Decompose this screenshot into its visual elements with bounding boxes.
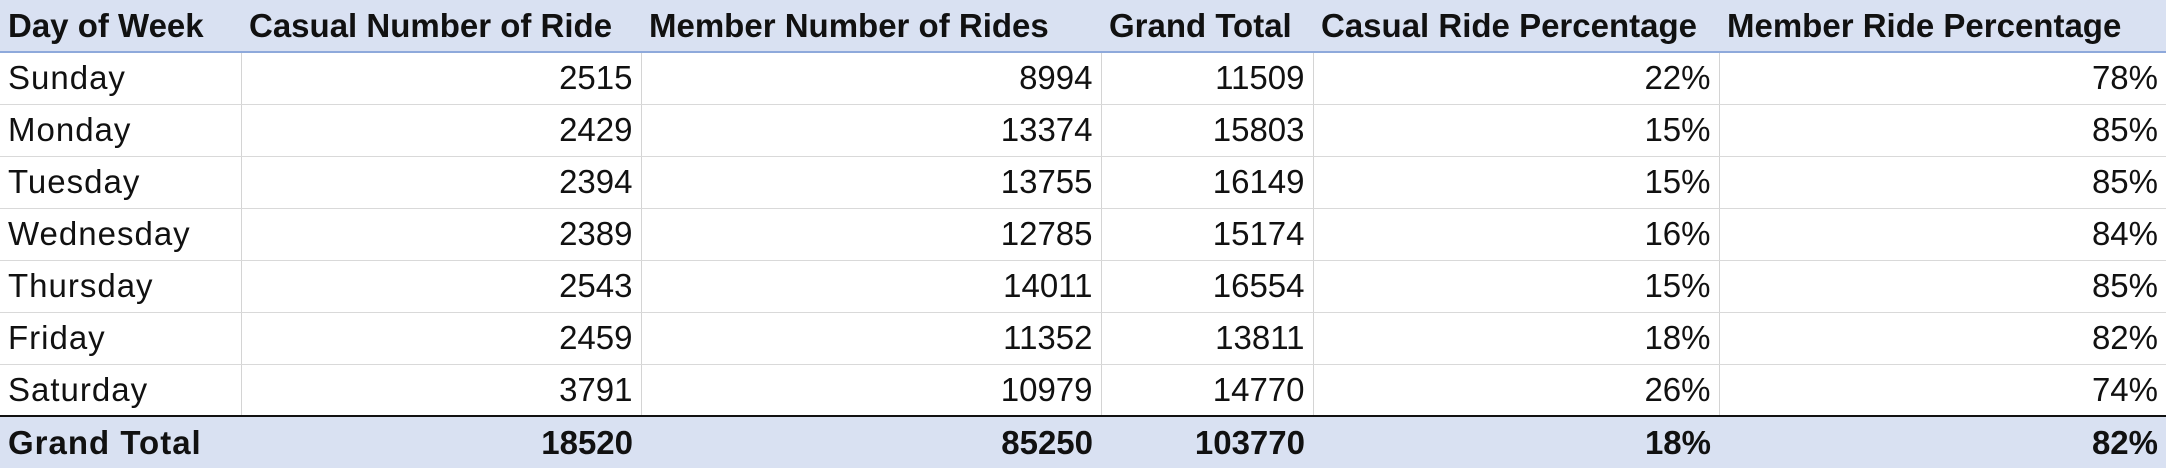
cell-day[interactable]: Tuesday [0, 156, 242, 209]
cell-casual-rides[interactable]: 3791 [241, 364, 642, 417]
header-member-rides[interactable]: Member Number of Rides [641, 0, 1101, 53]
header-member-percentage[interactable]: Member Ride Percentage [1719, 0, 2166, 53]
cell-casual-rides[interactable]: 2394 [241, 156, 642, 209]
cell-day[interactable]: Monday [0, 104, 242, 157]
cell-casual-rides[interactable]: 2543 [241, 260, 642, 313]
cell-member-rides[interactable]: 12785 [641, 208, 1102, 261]
table-row: Saturday 3791 10979 14770 26% 74% [0, 364, 2166, 417]
cell-casual-percentage[interactable]: 26% [1313, 364, 1720, 417]
cell-member-rides[interactable]: 10979 [641, 364, 1102, 417]
cell-casual-rides[interactable]: 2459 [241, 312, 642, 365]
cell-casual-percentage[interactable]: 16% [1313, 208, 1720, 261]
cell-grand-total[interactable]: 14770 [1101, 364, 1314, 417]
table-row: Thursday 2543 14011 16554 15% 85% [0, 260, 2166, 313]
cell-casual-rides[interactable]: 2515 [241, 52, 642, 105]
cell-member-percentage[interactable]: 78% [1719, 52, 2166, 105]
cell-day[interactable]: Sunday [0, 52, 242, 105]
cell-grand-total[interactable]: 13811 [1101, 312, 1314, 365]
header-casual-percentage[interactable]: Casual Ride Percentage [1313, 0, 1719, 53]
cell-member-rides[interactable]: 13755 [641, 156, 1102, 209]
cell-grand-total[interactable]: 15174 [1101, 208, 1314, 261]
cell-day[interactable]: Wednesday [0, 208, 242, 261]
table-row: Sunday 2515 8994 11509 22% 78% [0, 52, 2166, 105]
header-grand-total[interactable]: Grand Total [1101, 0, 1313, 53]
cell-grand-total[interactable]: 16554 [1101, 260, 1314, 313]
cell-member-percentage[interactable]: 74% [1719, 364, 2166, 417]
cell-casual-percentage[interactable]: 15% [1313, 156, 1720, 209]
cell-member-percentage[interactable]: 82% [1719, 312, 2166, 365]
cell-total-casual-percentage[interactable]: 18% [1313, 415, 1719, 468]
cell-member-percentage[interactable]: 85% [1719, 260, 2166, 313]
cell-casual-percentage[interactable]: 15% [1313, 104, 1720, 157]
cell-member-percentage[interactable]: 85% [1719, 156, 2166, 209]
cell-member-rides[interactable]: 13374 [641, 104, 1102, 157]
grand-total-row: Grand Total 18520 85250 103770 18% 82% [0, 415, 2166, 468]
cell-casual-percentage[interactable]: 22% [1313, 52, 1720, 105]
table-row: Friday 2459 11352 13811 18% 82% [0, 312, 2166, 365]
cell-day[interactable]: Thursday [0, 260, 242, 313]
cell-total-grand-total[interactable]: 103770 [1101, 415, 1313, 468]
cell-casual-rides[interactable]: 2429 [241, 104, 642, 157]
cell-casual-percentage[interactable]: 18% [1313, 312, 1720, 365]
cell-grand-total[interactable]: 11509 [1101, 52, 1314, 105]
cell-total-member-percentage[interactable]: 82% [1719, 415, 2166, 468]
header-casual-rides[interactable]: Casual Number of Ride [241, 0, 641, 53]
cell-total-label[interactable]: Grand Total [0, 415, 241, 468]
cell-member-rides[interactable]: 11352 [641, 312, 1102, 365]
cell-grand-total[interactable]: 15803 [1101, 104, 1314, 157]
cell-grand-total[interactable]: 16149 [1101, 156, 1314, 209]
cell-casual-rides[interactable]: 2389 [241, 208, 642, 261]
cell-member-rides[interactable]: 8994 [641, 52, 1102, 105]
cell-total-member-rides[interactable]: 85250 [641, 415, 1101, 468]
table-row: Wednesday 2389 12785 15174 16% 84% [0, 208, 2166, 261]
cell-member-percentage[interactable]: 85% [1719, 104, 2166, 157]
cell-day[interactable]: Friday [0, 312, 242, 365]
cell-total-casual-rides[interactable]: 18520 [241, 415, 641, 468]
table-row: Tuesday 2394 13755 16149 15% 85% [0, 156, 2166, 209]
cell-member-rides[interactable]: 14011 [641, 260, 1102, 313]
header-row: Day of Week Casual Number of Ride Member… [0, 0, 2166, 53]
cell-member-percentage[interactable]: 84% [1719, 208, 2166, 261]
cell-day[interactable]: Saturday [0, 364, 242, 417]
cell-casual-percentage[interactable]: 15% [1313, 260, 1720, 313]
header-day-of-week[interactable]: Day of Week [0, 0, 241, 53]
table-row: Monday 2429 13374 15803 15% 85% [0, 104, 2166, 157]
